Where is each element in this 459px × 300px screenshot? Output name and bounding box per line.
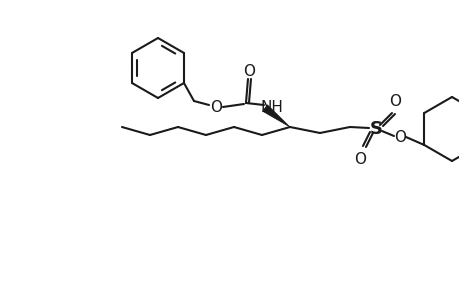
Text: S: S bbox=[369, 120, 381, 138]
Text: NH: NH bbox=[260, 100, 283, 115]
Polygon shape bbox=[262, 105, 289, 127]
Text: O: O bbox=[209, 100, 222, 115]
Text: O: O bbox=[353, 152, 365, 166]
Text: O: O bbox=[393, 130, 405, 145]
Text: O: O bbox=[242, 64, 254, 79]
Text: O: O bbox=[388, 94, 400, 109]
